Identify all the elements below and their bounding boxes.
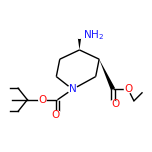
- Circle shape: [39, 96, 46, 104]
- Text: O: O: [111, 99, 119, 109]
- Circle shape: [54, 111, 61, 119]
- Circle shape: [124, 86, 132, 93]
- Text: N: N: [69, 84, 76, 94]
- Text: O: O: [38, 95, 47, 105]
- Circle shape: [76, 31, 83, 38]
- Text: NH$_2$: NH$_2$: [83, 28, 104, 42]
- Polygon shape: [99, 59, 115, 90]
- Text: O: O: [124, 84, 132, 94]
- Polygon shape: [77, 35, 82, 50]
- Circle shape: [109, 101, 117, 108]
- Text: O: O: [51, 110, 59, 120]
- Circle shape: [68, 85, 77, 94]
